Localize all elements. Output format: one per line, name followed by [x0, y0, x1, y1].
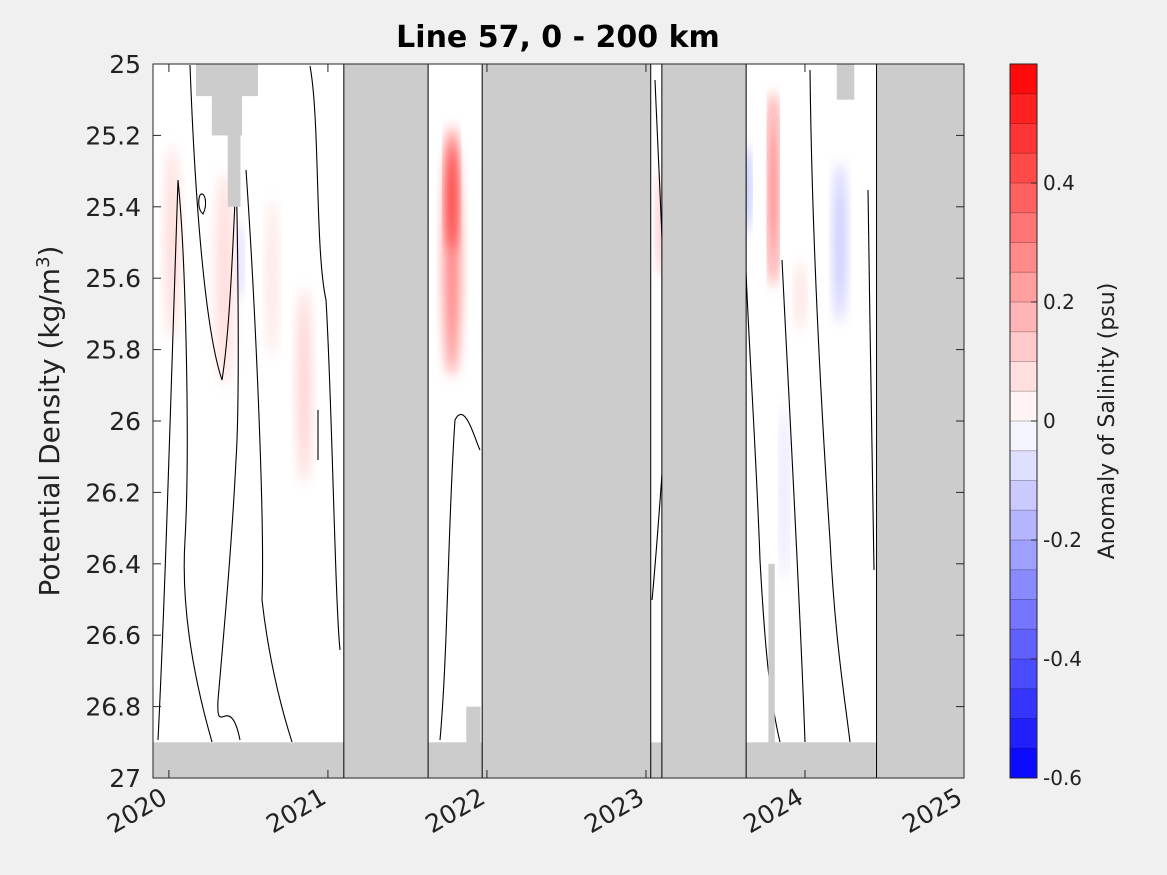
- anomaly-patch: [447, 126, 457, 252]
- colorbar-segment: [1010, 540, 1037, 571]
- colorbar-segment: [1010, 659, 1037, 690]
- anomaly-patch: [769, 90, 777, 288]
- colorbar-segment: [1010, 718, 1037, 749]
- y-tick-label: 26.8: [85, 693, 141, 722]
- colorbar-segment: [1010, 450, 1037, 481]
- x-tick-label: 2025: [897, 782, 967, 839]
- contour-line: [157, 179, 213, 743]
- y-axis-label: Potential Density (kg/m3): [33, 246, 67, 597]
- colorbar-segment: [1010, 183, 1037, 214]
- missing-period: [836, 64, 855, 100]
- colorbar-tick-label: -0.2: [1043, 528, 1082, 552]
- y-tick-label: 25.2: [85, 121, 141, 150]
- colorbar-segment: [1010, 421, 1037, 452]
- colorbar-segment: [1010, 331, 1037, 362]
- colorbar-tick-label: 0.4: [1043, 171, 1075, 195]
- contour-line: [217, 129, 241, 741]
- y-axis: 25 25.2 25.4 25.6 25.8 26 26.2 26.4 26.6 26.8 27: [85, 50, 964, 793]
- anomaly-patch: [267, 197, 278, 359]
- missing-period: [876, 64, 964, 778]
- colorbar-segment: [1010, 242, 1037, 273]
- contour-line: [309, 65, 341, 651]
- missing-period: [661, 64, 747, 778]
- chart-title: Line 57, 0 - 200 km: [396, 20, 720, 55]
- anomaly-patch: [796, 260, 805, 332]
- missing-period: [466, 706, 481, 778]
- colorbar-segment: [1010, 510, 1037, 541]
- missing-period: [227, 64, 241, 207]
- y-tick-label: 26: [109, 407, 141, 436]
- missing-period: [768, 563, 775, 778]
- y-tick-label: 26.4: [85, 550, 141, 579]
- anomaly-patch: [781, 403, 788, 582]
- colorbar-tick-label: -0.4: [1043, 647, 1082, 671]
- y-tick-label: 27: [109, 764, 141, 793]
- anomaly-patch: [238, 221, 243, 300]
- anomaly-patch: [165, 144, 179, 341]
- colorbar-segment: [1010, 212, 1037, 243]
- colorbar-segment: [1010, 302, 1037, 333]
- y-tick-label: 25.4: [85, 193, 141, 222]
- x-tick-label: 2024: [738, 782, 808, 839]
- x-tick-label: 2021: [261, 782, 331, 839]
- contour-line: [198, 193, 207, 215]
- colorbar-segment: [1010, 599, 1037, 630]
- colorbar-tick-label: 0: [1043, 409, 1056, 433]
- colorbar-segment: [1010, 361, 1037, 392]
- x-tick-label: 2022: [420, 782, 490, 839]
- y-tick-label: 25.6: [85, 264, 141, 293]
- anomaly-field: [165, 90, 846, 582]
- colorbar-segment: [1010, 93, 1037, 124]
- contour-line: [189, 64, 237, 381]
- colorbar-segment: [1010, 569, 1037, 600]
- contour-line: [809, 69, 851, 743]
- contour-line: [245, 169, 293, 743]
- colorbar: 0.4 0.2 0 -0.2 -0.4 -0.6: [1009, 63, 1082, 790]
- anomaly-patch: [297, 287, 311, 484]
- colorbar-segment: [1010, 688, 1037, 719]
- contour-line: [867, 189, 875, 571]
- colorbar-segment: [1010, 748, 1037, 779]
- colorbar-label: Anomaly of Salinity (psu): [1095, 283, 1120, 560]
- colorbar-segment: [1010, 480, 1037, 511]
- colorbar-tick-label: -0.6: [1043, 766, 1082, 790]
- anomaly-patch: [834, 162, 846, 323]
- colorbar-tick-label: 0.2: [1043, 290, 1075, 314]
- x-tick-label: 2023: [579, 782, 649, 839]
- y-tick-label: 25: [109, 50, 141, 79]
- contour-line: [781, 259, 806, 743]
- colorbar-segment: [1010, 123, 1037, 154]
- missing-period: [481, 64, 652, 778]
- colorbar-segment: [1010, 629, 1037, 660]
- anomaly-patch: [215, 171, 235, 386]
- contour-line: [439, 414, 481, 741]
- colorbar-segment: [1010, 64, 1037, 95]
- colorbar-segment: [1010, 153, 1037, 184]
- missing-data-mask: [153, 64, 964, 778]
- missing-period: [343, 64, 429, 778]
- y-tick-label: 26.2: [85, 478, 141, 507]
- y-tick-label: 25.8: [85, 336, 141, 365]
- colorbar-segment: [1010, 272, 1037, 303]
- y-tick-label: 26.6: [85, 621, 141, 650]
- colorbar-segment: [1010, 391, 1037, 422]
- contour-lines: [157, 64, 875, 743]
